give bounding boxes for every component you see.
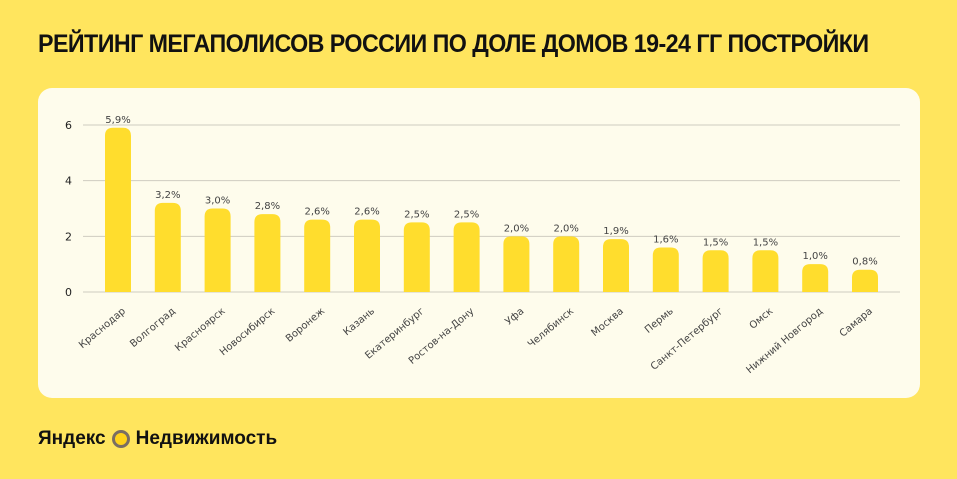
bar — [204, 208, 231, 292]
page-title: РЕЙТИНГ МЕГАПОЛИСОВ РОССИИ ПО ДОЛЕ ДОМОВ… — [38, 30, 869, 58]
y-tick-label: 4 — [65, 175, 72, 188]
bar — [752, 250, 779, 292]
data-label: 3,0% — [205, 196, 230, 207]
data-label: 2,8% — [255, 201, 280, 212]
data-label: 0,8% — [852, 257, 877, 268]
x-tick-label: Краснодар — [77, 306, 128, 351]
brand-yandex: Яндекс — [38, 428, 106, 449]
x-tick-label: Омск — [748, 306, 776, 332]
x-tick-label: Красноярск — [173, 306, 227, 354]
brand-realty: Недвижимость — [135, 428, 278, 449]
x-tick-label: Москва — [590, 306, 626, 339]
x-tick-label: Воронеж — [284, 306, 327, 345]
bar — [652, 247, 679, 292]
data-label: 1,5% — [703, 237, 728, 248]
data-label: 2,0% — [504, 223, 529, 234]
y-tick-label: 2 — [65, 230, 72, 243]
bar — [304, 219, 331, 292]
x-tick-label: Челябинск — [526, 306, 576, 351]
data-label: 1,6% — [653, 234, 678, 245]
x-tick-label: Уфа — [503, 306, 526, 328]
data-label: 1,5% — [753, 237, 778, 248]
bar — [403, 222, 430, 292]
bar — [702, 250, 729, 292]
bar — [603, 239, 629, 292]
bar — [503, 236, 530, 292]
x-tick-label: Самара — [838, 306, 875, 340]
bar — [553, 236, 580, 292]
x-tick-label: Пермь — [643, 306, 676, 336]
bar — [254, 214, 281, 292]
x-tick-label: Волгоград — [128, 306, 178, 350]
data-label: 3,2% — [155, 190, 180, 201]
brand-logo: Яндекс Недвижимость — [38, 428, 277, 450]
data-label: 2,6% — [354, 207, 379, 218]
yandex-realty-logo-icon — [111, 430, 130, 448]
data-label: 1,0% — [802, 251, 827, 262]
bar — [453, 222, 480, 292]
bar — [105, 127, 131, 293]
bar — [802, 264, 829, 292]
data-label: 5,9% — [105, 115, 130, 126]
data-label: 2,5% — [454, 209, 479, 220]
data-label: 1,9% — [603, 226, 628, 237]
bar — [354, 219, 380, 292]
y-tick-label: 0 — [65, 286, 72, 299]
data-label: 2,5% — [404, 209, 429, 220]
bar — [852, 269, 878, 292]
data-label: 2,0% — [553, 223, 578, 234]
x-tick-label: Казань — [341, 306, 377, 338]
data-label: 2,6% — [304, 207, 329, 218]
bar — [154, 202, 181, 292]
y-tick-label: 6 — [65, 119, 72, 132]
